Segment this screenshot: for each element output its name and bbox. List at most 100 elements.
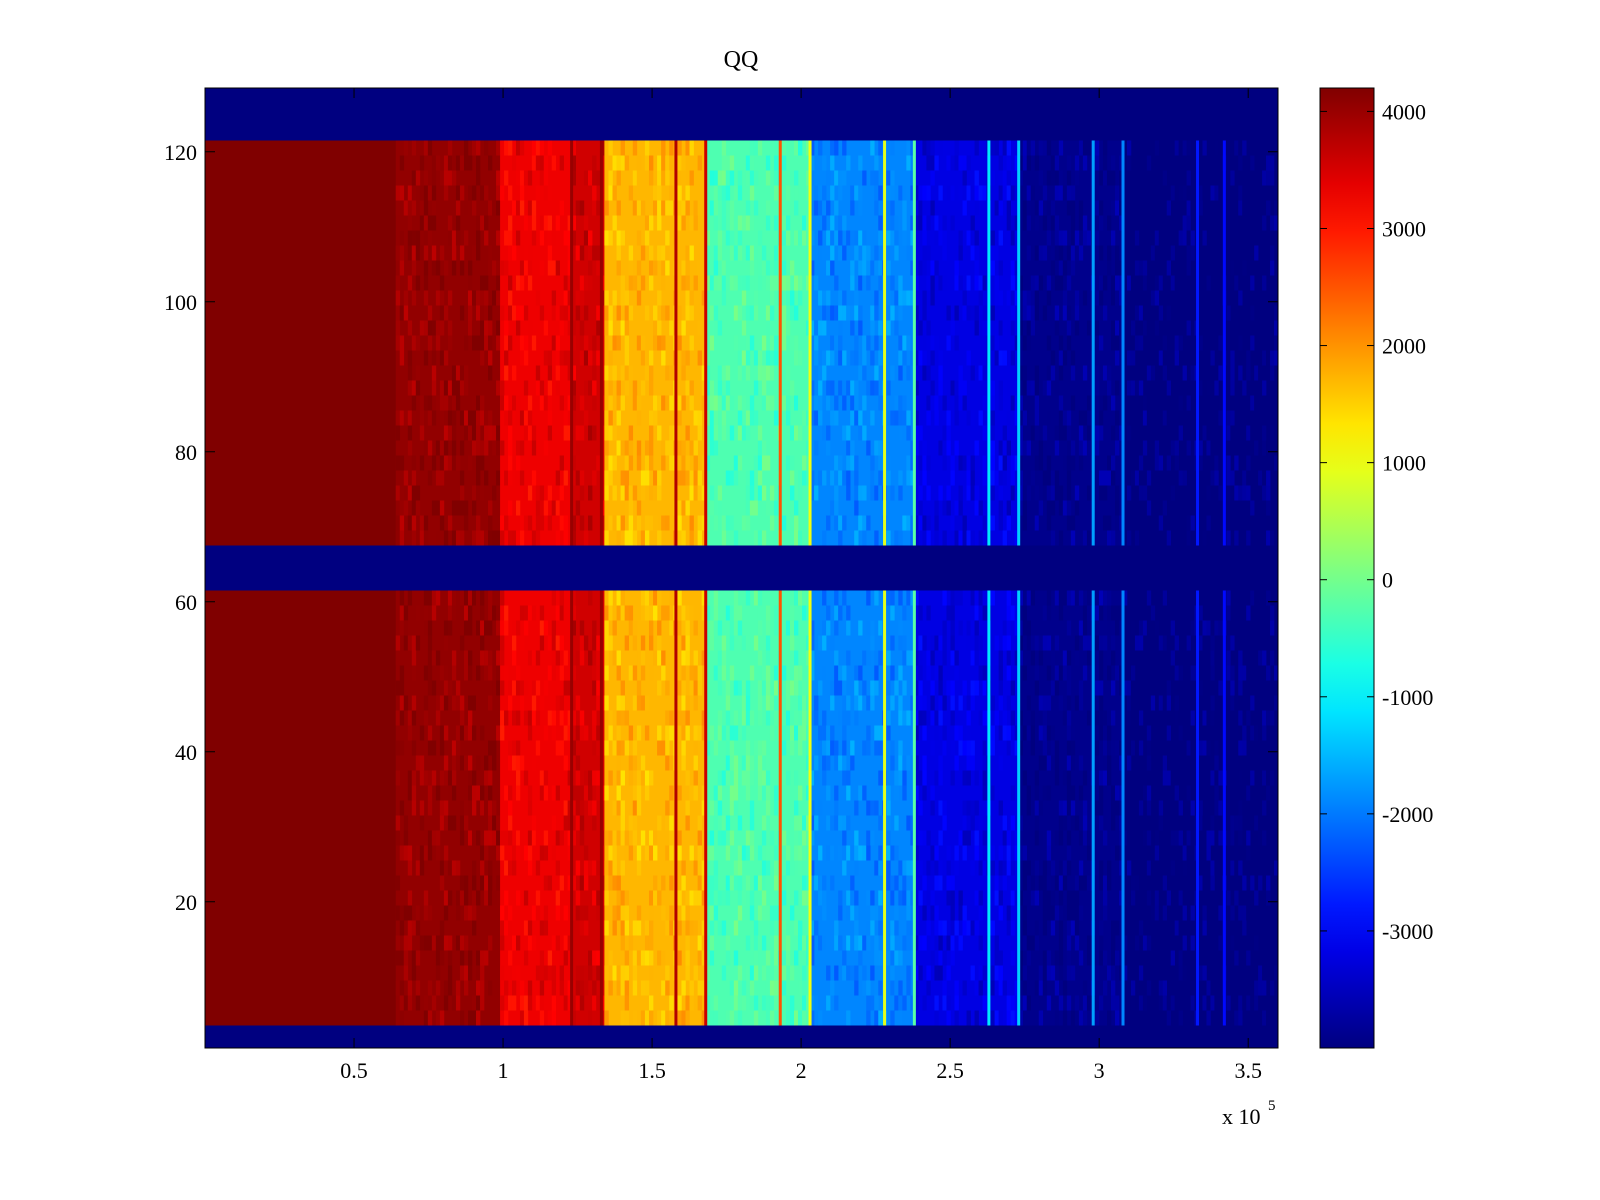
heatmap-cell <box>954 935 959 951</box>
heatmap-cell <box>1150 815 1156 831</box>
heatmap-cell <box>620 395 625 411</box>
heatmap-cell <box>476 695 481 711</box>
heatmap-cell <box>938 860 943 876</box>
heatmap-cell <box>551 935 557 951</box>
heatmap-cell <box>757 455 763 471</box>
heatmap-cell <box>559 665 564 681</box>
heatmap-cell <box>922 785 927 801</box>
heatmap-cell <box>830 470 835 486</box>
heatmap-cell <box>1074 320 1080 336</box>
heatmap-cell <box>785 365 791 381</box>
heatmap-cell <box>632 395 638 411</box>
heatmap-cell <box>1010 755 1015 771</box>
heatmap-cell <box>1274 905 1278 921</box>
heatmap-cell <box>765 845 771 861</box>
heatmap-cell <box>902 215 907 231</box>
heatmap-cell <box>954 440 959 456</box>
heatmap-cell <box>713 740 719 756</box>
heatmap-cell <box>1018 485 1024 501</box>
heatmap-cell <box>435 695 441 711</box>
heatmap-cell <box>701 710 707 726</box>
heatmap-cell <box>785 455 791 471</box>
heatmap-cell <box>806 185 811 201</box>
heatmap-cell <box>407 350 413 366</box>
heatmap-cell <box>773 905 779 921</box>
heatmap-cell <box>781 170 787 186</box>
heatmap-cell <box>547 950 553 966</box>
heatmap-cell <box>798 665 803 681</box>
heatmap-cell <box>1086 845 1092 861</box>
heatmap-cell <box>769 695 775 711</box>
heatmap-cell <box>822 620 827 636</box>
heatmap-cell <box>890 365 895 381</box>
heatmap-cell <box>415 755 421 771</box>
heatmap-cell <box>1062 815 1068 831</box>
heatmap-cell <box>531 605 537 621</box>
heatmap-cell <box>567 980 572 996</box>
heatmap-cell <box>1082 995 1088 1011</box>
heatmap-cell <box>451 365 457 381</box>
heatmap-cell <box>463 755 469 771</box>
heatmap-cell <box>1266 890 1271 906</box>
heatmap-cell <box>1002 140 1007 156</box>
heatmap-cell <box>954 725 959 741</box>
heatmap-cell <box>463 365 469 381</box>
heatmap-cell <box>1006 185 1011 201</box>
heatmap-cell <box>1254 860 1259 876</box>
heatmap-cell <box>616 200 621 216</box>
heatmap-cell <box>906 365 911 381</box>
heatmap-cell <box>741 365 747 381</box>
heatmap-cell <box>519 410 525 426</box>
heatmap-cell <box>511 530 517 546</box>
heatmap-cell <box>850 350 855 366</box>
heatmap-cell <box>588 590 593 606</box>
heatmap-cell <box>842 815 847 831</box>
heatmap-cell <box>974 485 979 501</box>
heatmap-cell <box>918 650 923 666</box>
heatmap-cell <box>1138 635 1144 651</box>
heatmap-cell <box>640 485 646 501</box>
heatmap-cell <box>488 260 493 276</box>
heatmap-cell <box>1130 680 1136 696</box>
heatmap-cell <box>1026 305 1032 321</box>
heatmap-cell <box>519 275 525 291</box>
heatmap-cell <box>970 275 975 291</box>
heatmap-cell <box>571 170 577 186</box>
heatmap-cell <box>677 335 682 351</box>
heatmap-cell <box>624 845 630 861</box>
heatmap-cell <box>761 665 767 681</box>
heatmap-cell <box>632 815 638 831</box>
heatmap-cell <box>1154 845 1160 861</box>
heatmap-cell <box>583 335 589 351</box>
heatmap-cell <box>1014 320 1019 336</box>
heatmap-cell <box>547 395 553 411</box>
heatmap-cell <box>1174 920 1179 936</box>
heatmap-cell <box>918 800 923 816</box>
heatmap-cell <box>697 530 702 546</box>
heatmap-cell <box>846 1010 851 1026</box>
heatmap-cell <box>705 935 711 951</box>
heatmap-cell <box>1070 755 1076 771</box>
heatmap-cell <box>1130 695 1136 711</box>
heatmap-cell <box>592 725 597 741</box>
heatmap-cell <box>575 590 581 606</box>
heatmap-cell <box>559 515 564 531</box>
heatmap-cell <box>648 635 654 651</box>
heatmap-cell <box>1250 755 1255 771</box>
heatmap-cell <box>555 470 560 486</box>
heatmap-cell <box>555 890 560 906</box>
heatmap-cell <box>870 485 875 501</box>
heatmap-cell <box>1246 785 1251 801</box>
heatmap-cell <box>998 890 1003 906</box>
heatmap-cell <box>443 170 449 186</box>
heatmap-cell <box>547 215 553 231</box>
heatmap-cell <box>403 620 409 636</box>
heatmap-cell <box>1006 920 1011 936</box>
heatmap-cell <box>765 995 771 1011</box>
heatmap-cell <box>769 365 775 381</box>
heatmap-cell <box>834 200 839 216</box>
heatmap-cell <box>423 995 429 1011</box>
heatmap-cell <box>878 980 883 996</box>
heatmap-cell <box>504 140 509 156</box>
heatmap-cell <box>1098 335 1104 351</box>
